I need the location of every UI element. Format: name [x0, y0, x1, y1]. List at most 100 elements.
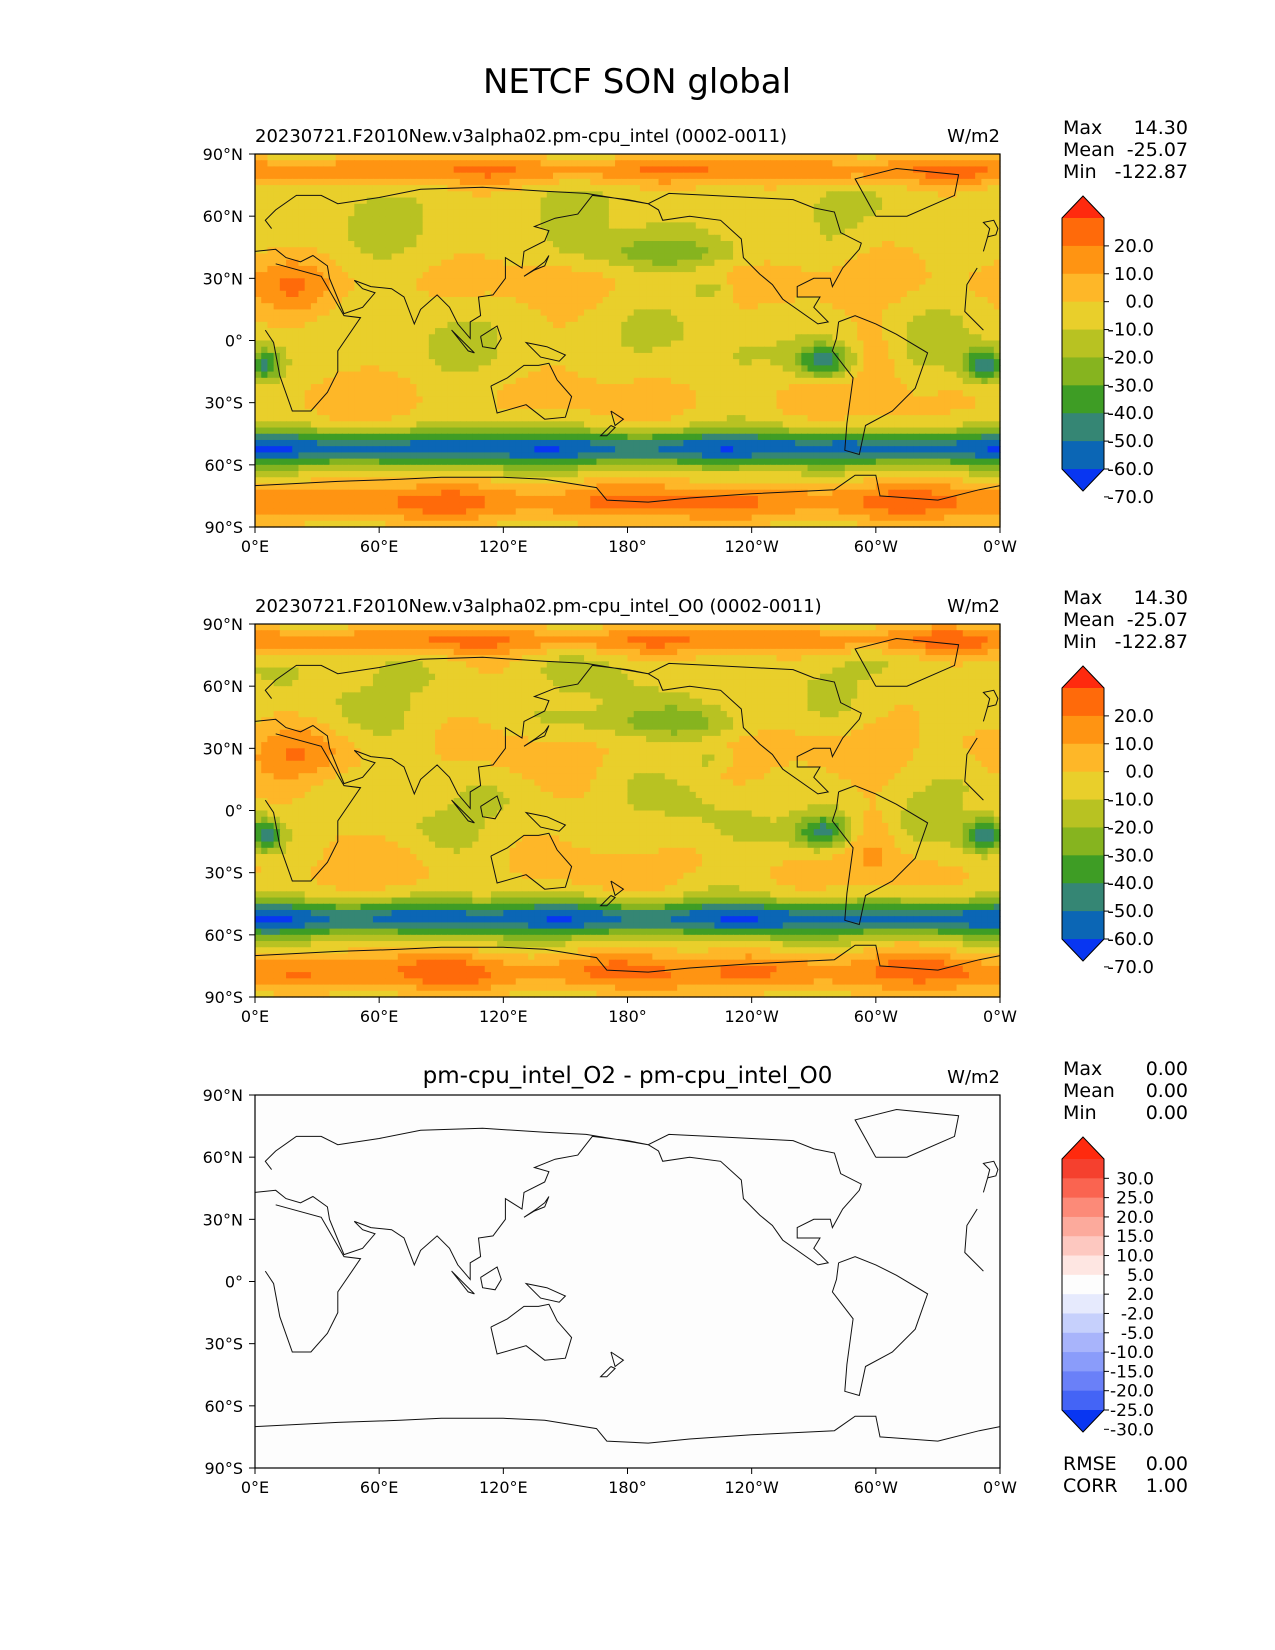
colorbar-label: -10.0	[1110, 1343, 1154, 1363]
colorbar-label: -10.0	[1107, 790, 1154, 811]
coastline-12	[831, 315, 929, 456]
coastline-10	[647, 662, 862, 795]
stat-label: Mean	[1063, 1080, 1115, 1102]
lon-tick-label: 0°W	[983, 1478, 1017, 1497]
stats-block: Max 14.30 Mean -25.07 Min -122.87	[1063, 117, 1188, 183]
colorbar-2: 20.0 10.0 0.0 -10.0 -20.0 -30.0 -40.0 -50.0 -60.…	[1061, 665, 1154, 978]
lat-tick-label: 90°S	[204, 988, 243, 1007]
lat-tick-label: 60°S	[204, 1397, 243, 1416]
coastline-7	[490, 1303, 573, 1361]
stat-value: 14.30	[1134, 117, 1188, 139]
lat-tick-label: 60°S	[204, 456, 243, 475]
coastline-11	[854, 167, 960, 217]
colorbar-swatch	[1062, 1313, 1104, 1334]
lon-tick-label: 0°E	[241, 1007, 269, 1026]
lat-tick-label: 90°N	[203, 1086, 243, 1105]
coastline-1	[254, 1127, 989, 1281]
colorbar-swatch	[1062, 273, 1104, 303]
colorbar-label: -10.0	[1107, 320, 1154, 341]
coastline-7	[490, 362, 573, 420]
lon-tick-label: 0°W	[983, 1007, 1017, 1026]
coastline-6	[524, 1282, 567, 1303]
lon-tick-label: 0°W	[983, 537, 1017, 556]
colorbar-label: 20.0	[1114, 236, 1154, 257]
stat-value: 1.00	[1146, 1475, 1188, 1497]
colorbar-label: 15.0	[1116, 1227, 1154, 1247]
stat-value: 0.00	[1146, 1058, 1188, 1080]
colorbar-label: -5.0	[1121, 1324, 1154, 1344]
panel-2: 20230721.F2010New.v3alpha02.pm-cpu_intel…	[203, 587, 1188, 1026]
lat-tick-label: 90°S	[204, 1459, 243, 1478]
coastline-13	[254, 474, 1001, 503]
coastline-9	[599, 1366, 616, 1378]
colorbar-extend-max	[1062, 666, 1104, 688]
coastline-3	[982, 1160, 999, 1179]
coastline-5	[480, 1266, 502, 1291]
coastline-11	[854, 637, 960, 687]
lon-tick-label: 60°E	[360, 537, 398, 556]
stat-label: Min	[1063, 631, 1097, 653]
stat-value: 0.00	[1146, 1102, 1188, 1124]
coastline-13	[254, 1415, 1001, 1444]
lat-tick-label: 30°S	[204, 1335, 243, 1354]
colorbar-swatch	[1062, 799, 1104, 828]
colorbar-label: -15.0	[1110, 1362, 1154, 1382]
stat-value: -25.07	[1127, 139, 1188, 161]
lon-tick-label: 180°	[608, 537, 647, 556]
stat-label: Mean	[1063, 609, 1115, 631]
lat-tick-label: 0°	[225, 1273, 243, 1292]
colorbar-label: 10.0	[1114, 264, 1154, 285]
colorbar-swatch	[1062, 743, 1104, 773]
colorbar-swatch	[1062, 1274, 1104, 1295]
colorbar-swatch	[1062, 1236, 1104, 1257]
colorbar-label: 10.0	[1116, 1247, 1154, 1267]
colorbar-label: -25.0	[1110, 1401, 1154, 1421]
lat-tick-label: 60°N	[203, 207, 243, 226]
colorbar-swatch	[1062, 911, 1104, 940]
colorbar-swatch	[1062, 883, 1104, 912]
colorbar-swatch	[1062, 1255, 1104, 1276]
colorbar-label: -30.0	[1107, 845, 1154, 866]
colorbar-label: 10.0	[1114, 734, 1154, 755]
colorbar-label: -40.0	[1107, 873, 1154, 894]
stat-label: Min	[1063, 1102, 1097, 1124]
colorbar-label: -30.0	[1110, 1420, 1154, 1440]
colorbar-label: 30.0	[1116, 1169, 1154, 1189]
colorbar-swatch	[1062, 245, 1104, 275]
coastline-12	[831, 785, 929, 926]
coastline-10	[647, 1133, 862, 1266]
coastline-8	[610, 880, 625, 897]
colorbar-swatch	[1062, 413, 1104, 442]
colorbar-label: -50.0	[1107, 431, 1154, 452]
colorbar-swatch	[1062, 771, 1104, 801]
coastline-0	[264, 1204, 984, 1353]
colorbar-swatch	[1062, 1332, 1104, 1353]
coastline-5	[480, 325, 502, 350]
stat-label: Max	[1063, 117, 1102, 139]
lat-tick-label: 30°S	[204, 394, 243, 413]
panel-units: W/m2	[947, 1067, 1000, 1088]
colorbar-label: 0.0	[1125, 762, 1154, 783]
stat-label: CORR	[1063, 1475, 1118, 1497]
lat-tick-label: 60°S	[204, 926, 243, 945]
stat-value: 0.00	[1146, 1453, 1188, 1475]
lon-tick-label: 0°E	[241, 537, 269, 556]
colorbar-label: -20.0	[1107, 817, 1154, 838]
map-field	[255, 624, 1001, 998]
colorbar-swatch	[1062, 1371, 1104, 1392]
panel-1: 20230721.F2010New.v3alpha02.pm-cpu_intel…	[203, 117, 1188, 556]
colorbar-swatch	[1062, 301, 1104, 331]
colorbar-swatch	[1062, 329, 1104, 358]
panel-subtitle: 20230721.F2010New.v3alpha02.pm-cpu_intel…	[255, 126, 787, 147]
lon-tick-label: 120°W	[724, 1478, 779, 1497]
colorbar-label: -20.0	[1107, 347, 1154, 368]
lon-tick-label: 60°E	[360, 1007, 398, 1026]
colorbar-swatch	[1062, 1178, 1104, 1199]
coastlines	[254, 637, 1001, 973]
coastline-2	[523, 725, 550, 747]
coastline-4	[451, 329, 475, 354]
colorbar-extend-min	[1062, 1410, 1104, 1432]
coastline-3	[982, 689, 999, 708]
panel-3: pm-cpu_intel_O2 - pm-cpu_intel_O0 W/m2 90°…	[203, 1058, 1188, 1497]
